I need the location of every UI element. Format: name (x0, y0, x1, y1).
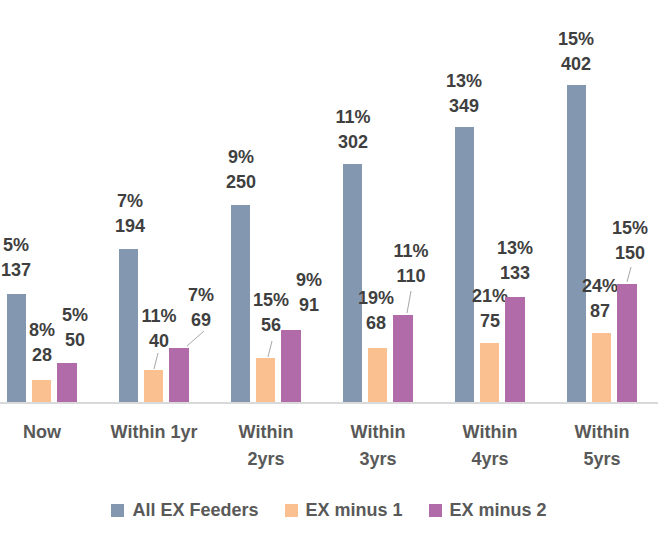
legend-swatch-icon (429, 504, 442, 517)
legend: All EX Feeders EX minus 1 EX minus 2 (0, 500, 658, 521)
x-axis-label-within-1yr: Within 1yr (92, 419, 216, 446)
bar-label-ex-minus-1-within-4yrs: 21% 75 (472, 284, 508, 334)
legend-label: EX minus 1 (306, 500, 403, 521)
bar-label-ex-minus-1-within-1yr: 11% 40 (141, 304, 176, 354)
x-axis-label-within-3yrs: Within 3yrs (316, 419, 440, 473)
bar-label-ex-minus-2-within-4yrs: 13% 133 (497, 236, 533, 286)
x-axis-label-within-4yrs: Within 4yrs (428, 419, 552, 473)
bar-all-ex-feeders-within-1yr (119, 249, 138, 402)
x-axis-label-within-5yrs: Within 5yrs (540, 419, 658, 473)
bar-label-all-ex-feeders-now: 5% 137 (1, 233, 31, 283)
bar-ex-minus-2-within-4yrs (505, 297, 525, 402)
bar-all-ex-feeders-within-2yrs (231, 205, 250, 402)
bar-ex-minus-2-within-3yrs (393, 315, 413, 402)
bar-ex-minus-2-now (57, 363, 77, 402)
bar-label-ex-minus-1-now: 8% 28 (29, 318, 55, 368)
bar-all-ex-feeders-within-3yrs (343, 164, 362, 402)
bar-ex-minus-1-within-5yrs (592, 333, 611, 402)
x-axis-label-now: Now (0, 419, 104, 446)
bar-chart: 5% 137 7% 194 9% 250 11% 302 13% 349 15% 402 8… (0, 0, 658, 535)
bar-label-ex-minus-2-within-3yrs: 11% 110 (393, 239, 428, 289)
bar-ex-minus-1-within-1yr (144, 370, 163, 402)
bar-label-all-ex-feeders-within-4yrs: 13% 349 (446, 69, 482, 119)
bar-label-all-ex-feeders-within-2yrs: 9% 250 (226, 145, 256, 195)
legend-label: EX minus 2 (450, 500, 547, 521)
legend-item-ex-minus-1: EX minus 1 (285, 500, 403, 521)
bar-ex-minus-1-within-4yrs (480, 343, 499, 402)
bar-ex-minus-1-within-2yrs (256, 358, 275, 402)
bar-all-ex-feeders-within-4yrs (455, 127, 474, 402)
bar-label-ex-minus-1-within-5yrs: 24% 87 (582, 274, 618, 324)
bar-label-ex-minus-1-within-3yrs: 19% 68 (358, 286, 394, 336)
bar-all-ex-feeders-now (7, 294, 26, 402)
legend-item-all-ex-feeders: All EX Feeders (111, 500, 258, 521)
bar-label-ex-minus-2-within-5yrs: 15% 150 (612, 216, 648, 266)
legend-swatch-icon (111, 504, 124, 517)
bar-all-ex-feeders-within-5yrs (567, 85, 586, 402)
bar-label-all-ex-feeders-within-1yr: 7% 194 (115, 189, 145, 239)
legend-label: All EX Feeders (132, 500, 258, 521)
bar-label-ex-minus-2-within-2yrs: 9% 91 (296, 268, 322, 318)
bar-ex-minus-2-within-1yr (169, 348, 189, 402)
bar-label-ex-minus-2-within-1yr: 7% 69 (188, 283, 214, 333)
bar-label-all-ex-feeders-within-3yrs: 11% 302 (335, 105, 370, 155)
bar-ex-minus-1-now (32, 380, 51, 402)
bar-label-ex-minus-2-now: 5% 50 (62, 303, 88, 353)
x-axis-line (0, 402, 658, 404)
legend-swatch-icon (285, 504, 298, 517)
legend-item-ex-minus-2: EX minus 2 (429, 500, 547, 521)
bar-label-all-ex-feeders-within-5yrs: 15% 402 (558, 27, 594, 77)
bar-ex-minus-1-within-3yrs (368, 348, 387, 402)
x-axis-label-within-2yrs: Within 2yrs (204, 419, 328, 473)
bar-ex-minus-2-within-5yrs (617, 284, 637, 402)
bar-ex-minus-2-within-2yrs (281, 330, 301, 402)
